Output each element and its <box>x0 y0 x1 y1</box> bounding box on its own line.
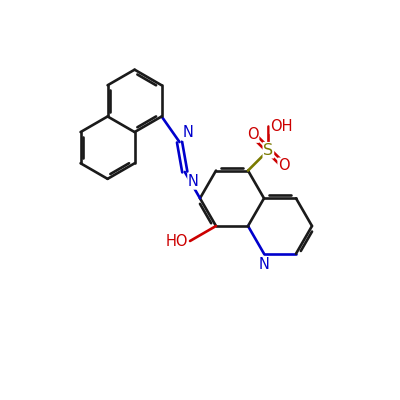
Text: O: O <box>247 127 259 142</box>
Text: OH: OH <box>270 119 293 134</box>
Text: N: N <box>188 174 199 189</box>
Text: HO: HO <box>166 234 188 248</box>
Text: O: O <box>278 158 290 173</box>
Text: N: N <box>258 257 270 272</box>
Text: S: S <box>263 143 274 158</box>
Text: N: N <box>183 125 194 140</box>
